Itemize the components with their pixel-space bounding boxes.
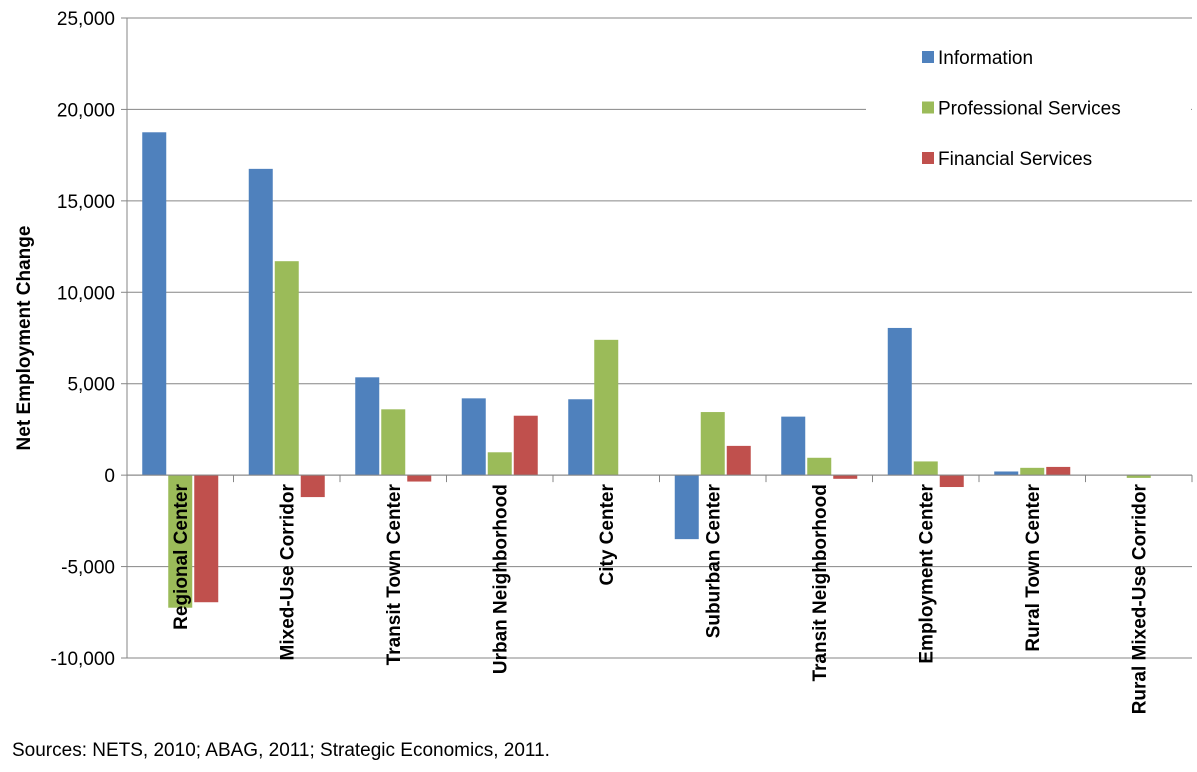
bar: [1126, 475, 1151, 478]
bar: [807, 457, 832, 476]
legend-swatch: [922, 51, 934, 63]
x-tick-label: Urban Neighborhood: [491, 484, 512, 674]
bar: [1020, 467, 1045, 476]
y-tick-label: 5,000: [67, 375, 115, 396]
legend-box: [866, 30, 1191, 190]
legend-label: Financial Services: [938, 149, 1092, 170]
bar: [248, 168, 273, 476]
bar: [913, 461, 938, 476]
y-tick-label: -10,000: [51, 649, 115, 670]
x-tick-label: Transit Neighborhood: [810, 484, 831, 681]
bar: [274, 261, 299, 476]
bar: [407, 475, 432, 482]
bar: [887, 327, 912, 476]
x-tick-label: Mixed-Use Corridor: [278, 484, 299, 661]
y-tick-label: 15,000: [57, 192, 115, 213]
y-tick-label: -5,000: [61, 558, 115, 579]
x-tick-label: Rural Mixed-Use Corridor: [1130, 484, 1151, 715]
bar: [194, 475, 219, 603]
legend-label: Professional Services: [938, 99, 1121, 120]
x-tick-label: City Center: [597, 484, 618, 586]
bar: [168, 475, 193, 608]
y-tick-label: 25,000: [57, 9, 115, 30]
bar: [674, 475, 699, 540]
bar: [994, 471, 1019, 476]
bar: [381, 409, 406, 476]
bar: [355, 377, 380, 476]
bar: [300, 475, 325, 498]
x-tick-label: Transit Town Center: [384, 484, 405, 666]
y-axis-label: Net Employment Change: [14, 226, 35, 451]
bar: [700, 412, 725, 476]
x-tick-label: Regional Center: [171, 484, 192, 630]
bar: [726, 445, 751, 476]
bar: [487, 452, 512, 476]
x-tick-label: Suburban Center: [704, 484, 725, 639]
y-tick-label: 20,000: [57, 100, 115, 121]
bar: [461, 398, 486, 476]
bar: [1046, 466, 1071, 476]
bar: [594, 339, 619, 476]
y-tick-label: 0: [104, 466, 115, 487]
y-tick-label: 10,000: [57, 283, 115, 304]
bar: [781, 416, 806, 476]
bar: [939, 475, 964, 488]
bar: [568, 399, 593, 476]
bar: [833, 475, 858, 479]
bar: [142, 132, 167, 476]
x-tick-label: Rural Town Center: [1023, 484, 1044, 652]
x-tick-label: Employment Center: [917, 484, 938, 664]
source-note: Sources: NETS, 2010; ABAG, 2011; Strateg…: [12, 740, 550, 761]
legend-label: Information: [938, 48, 1033, 69]
legend-swatch: [922, 101, 934, 114]
legend-swatch: [922, 152, 934, 164]
bar: [513, 415, 538, 476]
